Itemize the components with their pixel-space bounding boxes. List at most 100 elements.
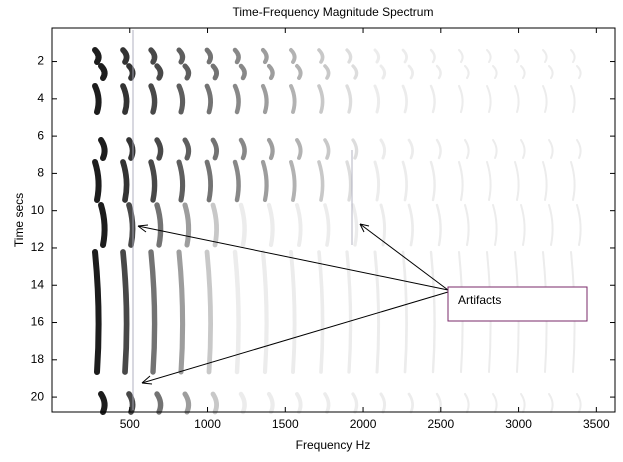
y-axis-label: Time secs — [12, 193, 26, 247]
harmonic-streak — [520, 65, 526, 79]
y-tick-label: 10 — [31, 203, 45, 217]
harmonic-streak — [204, 249, 213, 375]
chart-title: Time-Frequency Magnitude Spectrum — [233, 5, 434, 19]
harmonic-streak — [182, 391, 192, 415]
y-tick-label: 12 — [31, 240, 45, 254]
harmonic-streak — [407, 138, 414, 160]
x-tick-label: 3500 — [583, 417, 610, 431]
harmonic-streak — [401, 48, 408, 64]
y-tick-label: 8 — [37, 166, 44, 180]
arrow — [137, 225, 449, 291]
x-tick-label: 1500 — [272, 417, 299, 431]
annotation-text: Artifacts — [458, 293, 501, 307]
harmonic-streak — [576, 139, 582, 159]
arrow — [359, 223, 449, 291]
x-tick-label: 3000 — [505, 417, 532, 431]
harmonic-streak — [232, 83, 241, 115]
harmonic-streak — [238, 63, 247, 81]
harmonic-streak — [323, 64, 331, 80]
harmonic-streak — [120, 249, 130, 375]
harmonic-streak — [120, 159, 130, 203]
harmonic-streak — [266, 63, 275, 81]
harmonic-streak — [351, 203, 359, 247]
harmonic-streak — [379, 392, 387, 414]
harmonic-streak — [154, 202, 164, 248]
harmonic-streak — [463, 64, 470, 80]
harmonic-streak — [457, 48, 464, 64]
harmonic-streak — [323, 203, 331, 247]
harmonic-streak — [289, 160, 297, 202]
harmonic-streak — [429, 48, 436, 64]
harmonic-streak — [295, 392, 303, 414]
harmonic-streak — [289, 48, 297, 64]
harmonic-streak — [154, 391, 164, 415]
harmonic-streak — [429, 84, 436, 114]
harmonic-streak — [295, 64, 303, 80]
y-tick-label: 6 — [37, 128, 44, 142]
y-tick-label: 4 — [37, 91, 44, 105]
harmonic-streak — [345, 84, 353, 114]
harmonic-streak — [463, 203, 470, 247]
harmonic-streak — [232, 159, 241, 203]
harmonic-streak — [176, 249, 186, 375]
harmonic-streak — [379, 138, 387, 160]
y-tick-label: 18 — [31, 352, 45, 366]
harmonic-streak — [373, 48, 381, 64]
harmonic-streak — [345, 48, 353, 64]
harmonic-streak — [323, 138, 331, 160]
harmonic-streak — [266, 391, 275, 415]
harmonic-streak — [176, 159, 186, 203]
harmonic-streak — [520, 139, 526, 159]
harmonic-streak — [295, 138, 303, 160]
harmonic-streak — [514, 49, 520, 63]
harmonic-streak — [548, 139, 554, 159]
harmonic-streak — [492, 139, 498, 159]
harmonic-streak — [570, 161, 576, 201]
annotation-box — [447, 286, 588, 322]
harmonic-streak — [148, 249, 158, 375]
harmonic-streak — [154, 63, 164, 81]
harmonic-streak — [266, 137, 275, 161]
harmonic-streak — [92, 47, 102, 65]
harmonic-streak — [238, 137, 247, 161]
y-tick-label: 14 — [31, 277, 45, 291]
harmonic-streak — [514, 161, 520, 201]
x-axis-label: Frequency Hz — [296, 438, 371, 452]
harmonic-streak — [345, 250, 353, 374]
harmonic-streak — [373, 84, 381, 114]
harmonic-streak — [120, 83, 130, 115]
harmonic-streak — [486, 161, 492, 201]
harmonic-streak — [514, 85, 520, 113]
harmonic-streak — [407, 64, 414, 80]
harmonic-streak — [317, 84, 325, 114]
harmonic-streak — [429, 160, 436, 202]
harmonic-streak — [317, 160, 325, 202]
harmonic-streak — [548, 65, 554, 79]
x-tick-label: 500 — [120, 417, 140, 431]
harmonic-streak — [204, 159, 213, 203]
harmonic-streak — [148, 47, 158, 65]
harmonic-streak — [260, 83, 269, 115]
harmonic-streak — [92, 249, 102, 375]
harmonic-streak — [576, 204, 582, 246]
annotation-arrows — [137, 223, 449, 385]
harmonic-streak — [317, 48, 325, 64]
harmonic-streak — [92, 159, 102, 203]
harmonic-streak — [435, 203, 442, 247]
harmonic-streak — [126, 63, 136, 81]
harmonic-streak — [407, 392, 414, 414]
harmonic-streak — [260, 159, 269, 203]
harmonic-streak — [542, 161, 548, 201]
harmonic-streak — [576, 393, 582, 413]
harmonic-streak — [323, 392, 331, 414]
harmonic-streak — [317, 250, 325, 374]
harmonic-streak — [98, 202, 108, 248]
harmonic-streak — [210, 63, 219, 81]
harmonic-streak — [351, 392, 359, 414]
y-tick-label: 20 — [31, 389, 45, 403]
harmonic-streak — [429, 250, 436, 374]
harmonic-streak — [373, 250, 381, 374]
harmonic-streak — [260, 249, 269, 375]
